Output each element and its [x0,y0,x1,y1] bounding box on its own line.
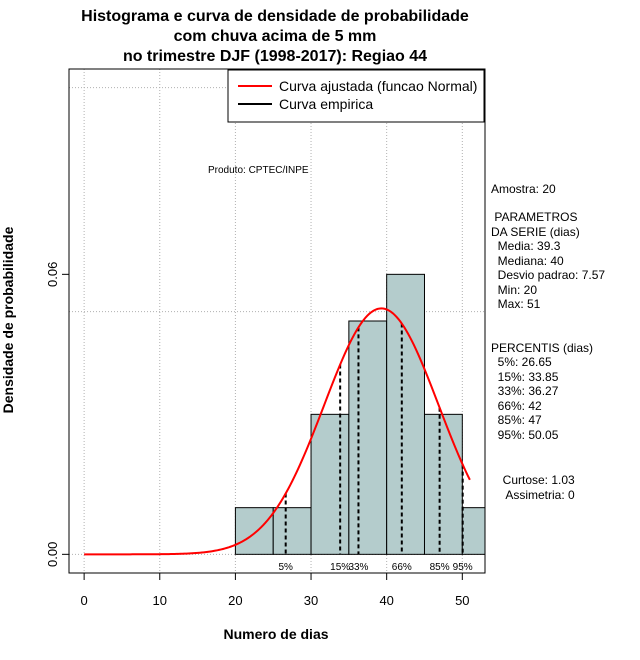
stat-mean: Media: 39.3 [491,239,561,253]
stat-params-header: PARAMETROS [491,210,577,224]
histogram-bar-2 [310,413,350,555]
histogram-bar-5 [423,413,463,555]
curve-layer [84,307,471,556]
percentile-label-5: 95% [453,562,473,573]
stat-p85: 85%: 47 [491,413,542,427]
histogram-bar-0 [234,507,274,555]
plot-frame [68,68,486,574]
y-tick-label-0: 0.00 [45,542,60,567]
x-tick-label-4: 40 [379,593,393,608]
stat-min: Min: 20 [491,283,537,297]
legend-label-fitted: Curva ajustada (funcao Normal) [279,78,477,94]
stat-p66: 66%: 42 [491,399,542,413]
x-tick-label-2: 20 [228,593,242,608]
histogram-bar-1 [272,507,312,555]
percentile-label-3: 66% [392,562,412,573]
chart-title-line-1: Histograma e curva de densidade de proba… [81,8,469,25]
stat-p5: 5%: 26.65 [491,355,552,369]
percentile-label-4: 85% [430,562,450,573]
stat-p15: 15%: 33.85 [491,370,559,384]
axes-layer: 0 10 20 30 40 50 0.00 0.06 [45,262,470,608]
chart-title-line-2: com chuva acima de 5 mm [174,28,377,45]
stat-p95: 95%: 50.05 [491,428,559,442]
x-axis-title: Numero de dias [223,626,328,642]
legend-label-empirical: Curva empirica [279,96,373,112]
stat-sample: Amostra: 20 [491,182,556,196]
chart-title-line-3: no trimestre DJF (1998-2017): Regiao 44 [123,48,427,65]
x-tick-label-3: 30 [304,593,318,608]
histogram-bar-6 [461,507,486,555]
x-tick-label-1: 10 [153,593,167,608]
histogram-bar-3 [348,320,388,555]
x-tick-label-5: 50 [455,593,469,608]
percentile-label-1: 15% [330,562,350,573]
stat-percentiles-header: PERCENTIS (dias) [491,341,593,355]
percentile-label-0: 5% [278,562,293,573]
stat-params-subheader: DA SERIE (dias) [491,225,580,239]
y-axis-title: Densidade de probabilidade [0,226,16,413]
legend: Curva ajustada (funcao Normal) Curva emp… [227,69,485,123]
stat-max: Max: 51 [491,297,541,311]
stat-kurtosis: Curtose: 1.03 [496,473,575,487]
normal-curve-line [84,307,471,556]
legend-box [227,69,485,123]
stats-panel: Amostra: 20 PARAMETROS DA SERIE (dias) M… [491,182,605,502]
percentile-label-2: 33% [348,562,368,573]
x-tick-label-0: 0 [81,593,88,608]
histogram-bar-4 [386,273,425,555]
y-tick-label-1: 0.06 [45,262,60,287]
stat-p33: 33%: 36.27 [491,384,559,398]
stat-median: Mediana: 40 [491,254,564,268]
bars-layer [234,273,486,555]
percentile-layer: 5% 15%33% 66% 85% 95% [278,323,473,573]
stat-skewness: Assimetria: 0 [496,488,575,502]
product-annotation: Produto: CPTEC/INPE [208,165,309,176]
stat-sd: Desvio padrao: 7.57 [491,268,605,282]
